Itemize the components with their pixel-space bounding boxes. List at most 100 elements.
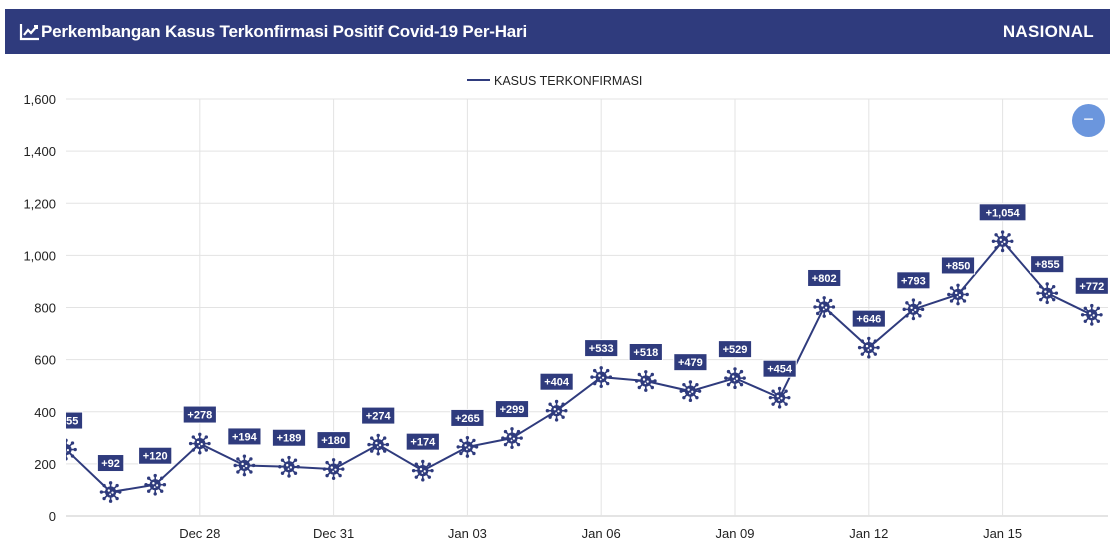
data-label-text: +278 [187,410,212,422]
data-label: +265 [450,408,485,427]
data-label: +802 [807,268,842,287]
virus-icon [144,473,167,496]
data-label: +479 [673,353,708,372]
data-label: +793 [896,271,931,290]
x-tick-label: Dec 31 [313,526,354,541]
x-tick-label: Jan 06 [582,526,621,541]
line-chart: KASUS TERKONFIRMASI 0 200 400 600 800 1,000 1,… [23,74,1109,541]
data-label-text: +802 [812,273,837,285]
virus-icon [857,336,880,359]
x-tick-label: Jan 12 [849,526,888,541]
virus-icon [634,370,657,392]
data-label-text: +646 [856,314,881,326]
virus-icon [679,380,702,403]
data-label: +194 [227,427,262,446]
x-axis: Dec 28 Dec 31 Jan 03 Jan 06 Jan 09 Jan 12 Jan … [179,526,1022,541]
virus-icon [367,433,390,456]
x-tick-label: Jan 15 [983,526,1022,541]
data-label-text: +793 [901,275,926,287]
virus-icon [1036,282,1059,305]
data-label: +255 [54,411,84,430]
data-label: +772 [1074,276,1109,295]
virus-icon [99,481,122,503]
virus-icon [902,298,925,321]
data-label: +278 [182,405,217,424]
chart-header: Perkembangan Kasus Terkonfirmasi Positif… [5,9,1110,54]
data-label-text: +533 [589,343,614,355]
plot-area: +255 +92 +120 +278 +194 +189 +180 +274 +174 +265 +… [54,203,1109,503]
data-label-text: +529 [723,344,748,356]
data-label: +274 [361,406,396,425]
data-label-text: +299 [500,404,525,416]
y-tick-label: 800 [34,301,56,316]
data-label: +533 [584,339,619,358]
y-tick-label: 200 [34,457,56,472]
data-label: +120 [138,446,173,465]
virus-icon [724,367,746,390]
virus-icon [411,459,434,482]
legend: KASUS TERKONFIRMASI [467,74,642,88]
virus-icon [278,455,300,478]
data-label-text: +454 [767,364,793,376]
virus-icon [188,432,211,455]
minus-icon: − [1083,109,1094,129]
y-tick-label: 1,600 [23,92,56,107]
legend-label: KASUS TERKONFIRMASI [494,74,642,88]
data-label: +850 [940,256,976,275]
data-label-text: +850 [946,260,971,272]
data-label: +529 [717,340,753,359]
data-label: +646 [851,309,886,328]
data-label: +189 [271,428,307,447]
data-label-text: +1,054 [986,207,1021,219]
grid-lines [66,98,1108,517]
virus-icon [768,386,791,409]
data-label-text: +265 [455,413,480,425]
virus-icon [813,296,836,318]
virus-icon [456,436,479,458]
virus-icon [545,399,568,422]
virus-icon [66,438,77,461]
data-label-text: +92 [101,458,120,470]
data-label: +1,054 [978,203,1027,222]
virus-icon [590,366,613,388]
chart-title: Perkembangan Kasus Terkonfirmasi Positif… [41,22,527,41]
data-label-text: +772 [1079,281,1104,293]
data-label-text: +479 [678,357,703,369]
y-tick-label: 1,200 [23,196,56,211]
x-tick-label: Jan 09 [715,526,754,541]
data-label-text: +404 [544,377,570,389]
data-label-text: +180 [321,435,346,447]
x-tick-label: Jan 03 [448,526,487,541]
y-axis: 0 200 400 600 800 1,000 1,200 1,400 1,600 [23,92,56,524]
data-label-text: +189 [277,433,302,445]
y-tick-label: 400 [34,405,56,420]
data-label: +454 [762,359,797,378]
data-label: +404 [539,372,574,391]
data-label: +180 [316,431,351,450]
zoom-out-button[interactable]: − [1072,104,1105,137]
y-tick-label: 1,400 [23,144,56,159]
data-label: +299 [494,400,530,419]
x-tick-label: Dec 28 [179,526,220,541]
virus-icon [501,427,523,449]
data-label: +174 [405,432,440,451]
data-label-text: +194 [232,431,258,443]
y-tick-label: 1,000 [23,248,56,263]
data-label: +855 [1030,255,1065,274]
data-label-text: +120 [143,451,168,463]
virus-icon [991,230,1014,253]
y-tick-label: 0 [49,509,56,524]
data-label: +518 [628,342,663,361]
virus-icon [947,283,969,306]
virus-icon [322,458,345,480]
data-label-text: +255 [54,416,79,428]
data-label-text: +855 [1035,259,1060,271]
line-chart-icon [19,24,39,41]
virus-icon [1080,303,1103,326]
data-label-text: +274 [366,411,392,423]
virus-icon [233,454,256,477]
data-label-text: +518 [633,347,658,359]
region-label: NASIONAL [1002,22,1094,41]
data-label: +92 [96,454,125,473]
y-tick-label: 600 [34,353,56,368]
